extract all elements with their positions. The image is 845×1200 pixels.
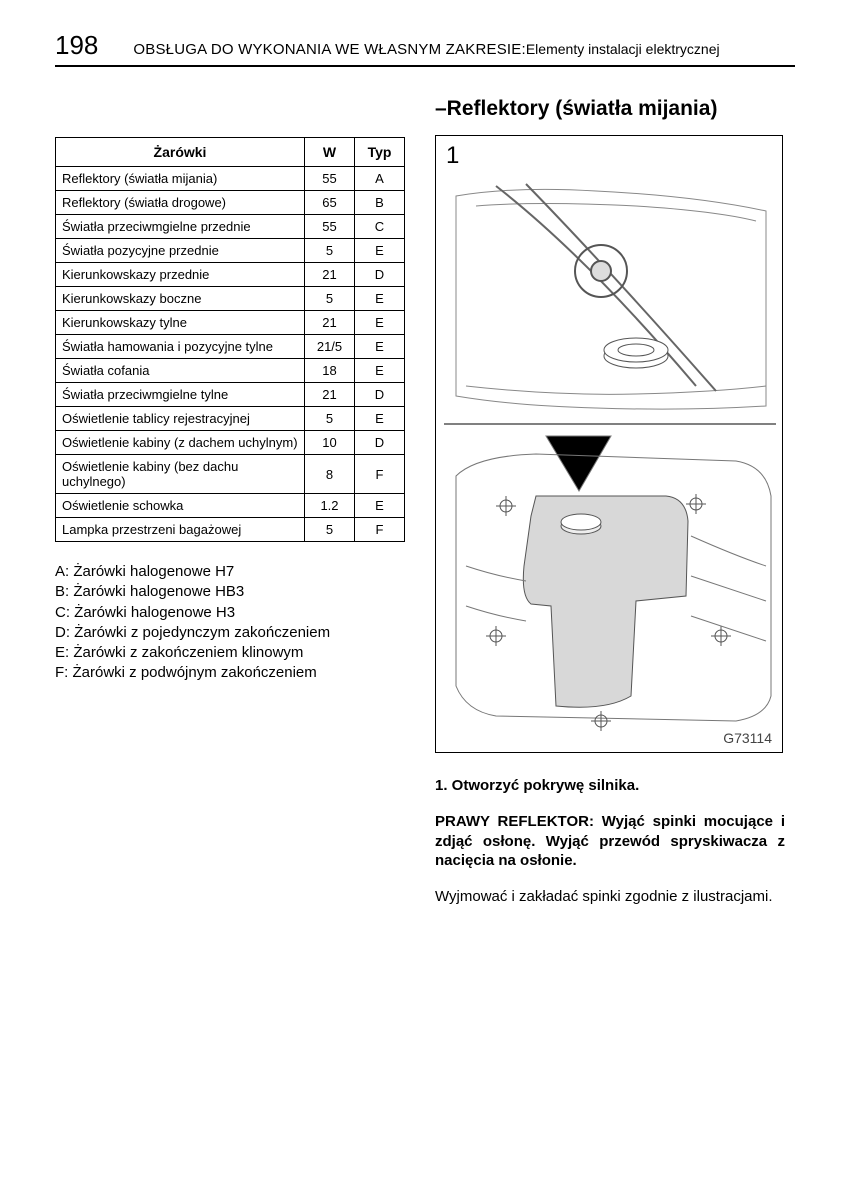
cell-w: 21 <box>305 263 355 287</box>
cell-w: 21/5 <box>305 335 355 359</box>
table-row: Światła cofania18E <box>56 359 405 383</box>
right-column: –Reflektory (światła mijania) 1 G73114 <box>435 97 785 906</box>
cell-typ: F <box>355 518 405 542</box>
table-row: Reflektory (światła mijania)55A <box>56 167 405 191</box>
legend-line: C: Żarówki halogenowe H3 <box>55 603 405 623</box>
step-1: 1. Otworzyć pokrywę silnika. <box>435 777 785 794</box>
cell-name: Oświetlenie tablicy rejestracyjnej <box>56 407 305 431</box>
cell-name: Oświetlenie schowka <box>56 494 305 518</box>
cell-typ: E <box>355 287 405 311</box>
col-header-w: W <box>305 138 355 167</box>
cell-typ: F <box>355 455 405 494</box>
cell-name: Reflektory (światła drogowe) <box>56 191 305 215</box>
legend-line: B: Żarówki halogenowe HB3 <box>55 582 405 602</box>
cell-typ: E <box>355 407 405 431</box>
cell-typ: C <box>355 215 405 239</box>
cell-name: Światła hamowania i pozycyjne tylne <box>56 335 305 359</box>
cell-w: 65 <box>305 191 355 215</box>
figure-box: 1 G73114 <box>435 135 783 753</box>
cell-name: Reflektory (światła mijania) <box>56 167 305 191</box>
cell-w: 21 <box>305 383 355 407</box>
legend-line: F: Żarówki z podwójnym zakończeniem <box>55 663 405 683</box>
legend-block: A: Żarówki halogenowe H7B: Żarówki halog… <box>55 562 405 684</box>
cell-name: Kierunkowskazy boczne <box>56 287 305 311</box>
cell-name: Oświetlenie kabiny (bez dachu uchylnego) <box>56 455 305 494</box>
cell-name: Lampka przestrzeni bagażowej <box>56 518 305 542</box>
bulbs-table: Żarówki W Typ Reflektory (światła mijani… <box>55 137 405 542</box>
cell-name: Oświetlenie kabiny (z dachem uchylnym) <box>56 431 305 455</box>
cell-name: Światła przeciwmgielne przednie <box>56 215 305 239</box>
page: 198 OBSŁUGA DO WYKONANIA WE WŁASNYM ZAKR… <box>0 0 845 936</box>
table-row: Reflektory (światła drogowe)65B <box>56 191 405 215</box>
cell-w: 18 <box>305 359 355 383</box>
table-row: Kierunkowskazy boczne5E <box>56 287 405 311</box>
table-row: Oświetlenie schowka1.2E <box>56 494 405 518</box>
legend-line: E: Żarówki z zakończeniem klinowym <box>55 643 405 663</box>
table-row: Kierunkowskazy przednie21D <box>56 263 405 287</box>
cell-name: Światła cofania <box>56 359 305 383</box>
content-area: Żarówki W Typ Reflektory (światła mijani… <box>55 97 795 906</box>
cell-typ: E <box>355 311 405 335</box>
left-column: Żarówki W Typ Reflektory (światła mijani… <box>55 97 405 906</box>
cell-w: 55 <box>305 167 355 191</box>
table-row: Światła hamowania i pozycyjne tylne21/5E <box>56 335 405 359</box>
cell-typ: D <box>355 263 405 287</box>
table-row: Lampka przestrzeni bagażowej5F <box>56 518 405 542</box>
cell-typ: D <box>355 431 405 455</box>
section-title: –Reflektory (światła mijania) <box>435 97 785 121</box>
cell-typ: B <box>355 191 405 215</box>
cell-w: 5 <box>305 287 355 311</box>
cell-typ: D <box>355 383 405 407</box>
cell-name: Kierunkowskazy tylne <box>56 311 305 335</box>
cell-name: Światła pozycyjne przednie <box>56 239 305 263</box>
table-row: Kierunkowskazy tylne21E <box>56 311 405 335</box>
col-header-typ: Typ <box>355 138 405 167</box>
cell-typ: A <box>355 167 405 191</box>
legend-line: A: Żarówki halogenowe H7 <box>55 562 405 582</box>
header-main: OBSŁUGA DO WYKONANIA WE WŁASNYM ZAKRESIE… <box>133 41 525 58</box>
cell-w: 10 <box>305 431 355 455</box>
table-header-row: Żarówki W Typ <box>56 138 405 167</box>
instruction-body: Wyjmować i zakładać spinki zgodnie z ilu… <box>435 887 785 907</box>
cell-typ: E <box>355 335 405 359</box>
header-sub: Elementy instalacji elektrycznej <box>526 41 720 57</box>
legend-line: D: Żarówki z pojedynczym zakończeniem <box>55 623 405 643</box>
table-row: Oświetlenie kabiny (bez dachu uchylnego)… <box>56 455 405 494</box>
col-header-name: Żarówki <box>56 138 305 167</box>
cell-w: 5 <box>305 239 355 263</box>
cell-typ: E <box>355 494 405 518</box>
table-row: Oświetlenie tablicy rejestracyjnej5E <box>56 407 405 431</box>
instruction-bold: PRAWY REFLEKTOR: Wyjąć spinki mocujące i… <box>435 812 785 871</box>
cell-w: 5 <box>305 407 355 431</box>
page-header: 198 OBSŁUGA DO WYKONANIA WE WŁASNYM ZAKR… <box>55 30 795 67</box>
cell-w: 55 <box>305 215 355 239</box>
engine-diagram-icon <box>436 136 784 754</box>
table-row: Oświetlenie kabiny (z dachem uchylnym)10… <box>56 431 405 455</box>
cell-typ: E <box>355 239 405 263</box>
cell-w: 21 <box>305 311 355 335</box>
cell-name: Kierunkowskazy przednie <box>56 263 305 287</box>
cell-w: 5 <box>305 518 355 542</box>
table-row: Światła przeciwmgielne przednie55C <box>56 215 405 239</box>
cell-w: 8 <box>305 455 355 494</box>
cell-w: 1.2 <box>305 494 355 518</box>
table-row: Światła przeciwmgielne tylne21D <box>56 383 405 407</box>
cell-name: Światła przeciwmgielne tylne <box>56 383 305 407</box>
table-row: Światła pozycyjne przednie5E <box>56 239 405 263</box>
page-number: 198 <box>55 30 98 61</box>
cell-typ: E <box>355 359 405 383</box>
